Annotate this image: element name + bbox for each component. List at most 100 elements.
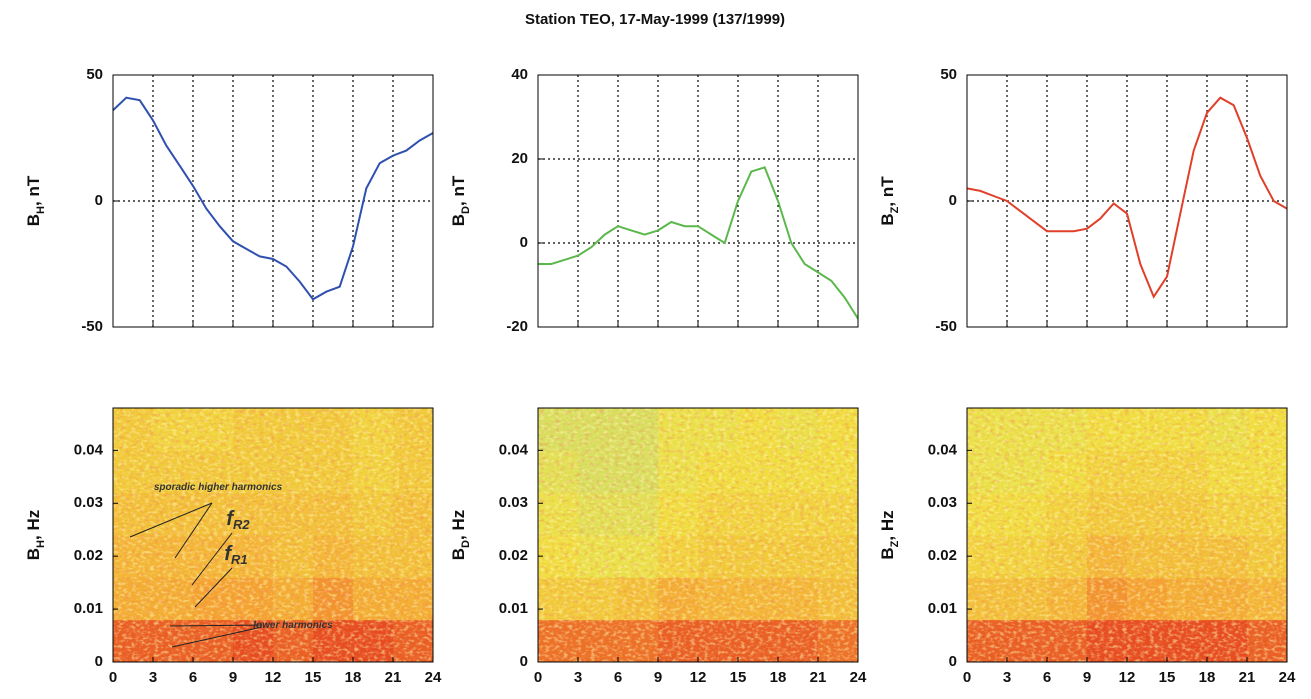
x-tick-label: 6	[1043, 669, 1051, 686]
x-tick-label: 3	[574, 669, 582, 686]
x-tick-label: 0	[963, 669, 971, 686]
y-tick-label: 0.02	[499, 547, 528, 564]
x-tick-label: 0	[109, 669, 117, 686]
y-tick-label: 0.01	[928, 600, 957, 617]
panel: 0 3 6 9 12 15 18 21 24 0 0.01 0.02 0.03 0.04 BZ, Hz	[878, 407, 1296, 686]
x-tick-label: 12	[1119, 669, 1136, 686]
y-tick-label: 0.03	[499, 494, 528, 511]
annotation-line	[169, 624, 263, 627]
y-tick-label: 0.02	[928, 547, 957, 564]
y-axis-label: BD, nT	[449, 175, 471, 226]
x-tick-label: 24	[850, 669, 867, 686]
y-axis-label: BH, nT	[24, 175, 46, 226]
x-tick-label: 21	[385, 669, 402, 686]
x-tick-label: 18	[345, 669, 362, 686]
annotation-line	[171, 626, 263, 648]
x-tick-label: 21	[1239, 669, 1256, 686]
panel: -50 0 50 BZ, nT	[878, 66, 1288, 335]
annotation: fR1	[224, 543, 247, 567]
x-tick-label: 21	[810, 669, 827, 686]
y-tick-label: -50	[81, 318, 103, 335]
figure-title: Station TEO, 17-May-1999 (137/1999)	[525, 11, 785, 28]
y-axis-label: BZ, nT	[878, 176, 900, 226]
annotation-sub: R2	[233, 517, 250, 532]
x-tick-label: 3	[149, 669, 157, 686]
y-label-unit: , Hz	[24, 510, 43, 540]
y-tick-label: 0.04	[499, 441, 529, 458]
y-tick-label: 0	[520, 234, 528, 251]
x-tick-label: 24	[1279, 669, 1296, 686]
annotation-line	[191, 532, 233, 586]
y-label-main: B	[24, 214, 43, 226]
y-tick-label: 0.03	[928, 494, 957, 511]
y-tick-label: -20	[506, 318, 528, 335]
y-label-main: B	[449, 548, 468, 560]
y-axis-label: BZ, Hz	[878, 510, 900, 559]
y-label-unit: , nT	[449, 175, 468, 206]
x-tick-label: 6	[189, 669, 197, 686]
annotation: sporadic higher harmonics	[154, 482, 283, 493]
x-tick-label: 12	[690, 669, 707, 686]
annotation-line	[194, 567, 233, 608]
annotation-text: sporadic higher harmonics	[154, 482, 283, 493]
annotation: lower harmonics	[253, 620, 333, 631]
data-line	[538, 166, 858, 320]
y-tick-label: 0.04	[928, 441, 958, 458]
y-tick-label: 0	[949, 192, 957, 209]
y-axis-label: BH, Hz	[24, 510, 46, 560]
texture	[538, 408, 858, 662]
data-line	[967, 96, 1287, 299]
y-tick-label: 0	[949, 653, 957, 670]
x-tick-label: 0	[534, 669, 542, 686]
x-tick-label: 12	[265, 669, 282, 686]
y-label-sub: Z	[889, 540, 901, 547]
y-label-sub: H	[35, 206, 47, 214]
annotation-text: f	[226, 508, 235, 530]
annotation-text: lower harmonics	[253, 620, 333, 631]
y-tick-label: 0	[95, 653, 103, 670]
x-tick-label: 18	[770, 669, 787, 686]
y-tick-label: 0	[520, 653, 528, 670]
x-tick-label: 6	[614, 669, 622, 686]
y-tick-label: 0.02	[74, 547, 103, 564]
x-tick-label: 15	[730, 669, 747, 686]
x-tick-label: 9	[654, 669, 662, 686]
texture	[967, 408, 1287, 662]
panel: -50 0 50 BH, nT	[24, 66, 434, 335]
y-tick-label: 0.01	[74, 600, 103, 617]
y-tick-label: 0.04	[74, 441, 104, 458]
y-label-unit: , nT	[24, 175, 43, 206]
x-tick-label: 15	[1159, 669, 1176, 686]
x-tick-label: 3	[1003, 669, 1011, 686]
y-tick-label: 50	[940, 66, 957, 83]
y-label-unit: , nT	[878, 176, 897, 207]
y-label-sub: D	[460, 206, 472, 214]
panel: 0 3 6 9 12 15 18 21 24 0 0.01 0.02 0.03 0.04 BD, Hz	[449, 407, 867, 686]
y-tick-label: 0.01	[499, 600, 528, 617]
x-tick-label: 9	[1083, 669, 1091, 686]
y-tick-label: 0.03	[74, 494, 103, 511]
x-tick-label: 18	[1199, 669, 1216, 686]
x-tick-label: 15	[305, 669, 322, 686]
y-tick-label: 50	[86, 66, 103, 83]
y-label-unit: , Hz	[878, 510, 897, 540]
y-tick-label: 20	[511, 150, 528, 167]
y-label-main: B	[449, 214, 468, 226]
annotation-sub: R1	[231, 552, 248, 567]
y-tick-label: 40	[511, 66, 528, 83]
y-label-main: B	[878, 213, 897, 225]
annotation-text: f	[224, 543, 233, 565]
x-tick-label: 9	[229, 669, 237, 686]
y-tick-label: 0	[95, 192, 103, 209]
y-tick-label: -50	[935, 318, 957, 335]
y-label-sub: H	[35, 540, 47, 548]
y-label-sub: D	[460, 540, 472, 548]
y-label-sub: Z	[889, 206, 901, 213]
panel: -20 0 20 40 BD, nT	[449, 66, 859, 335]
y-axis-label: BD, Hz	[449, 510, 471, 560]
annotation: fR2	[226, 508, 250, 532]
texture	[113, 408, 433, 662]
annotation-line	[129, 502, 213, 538]
